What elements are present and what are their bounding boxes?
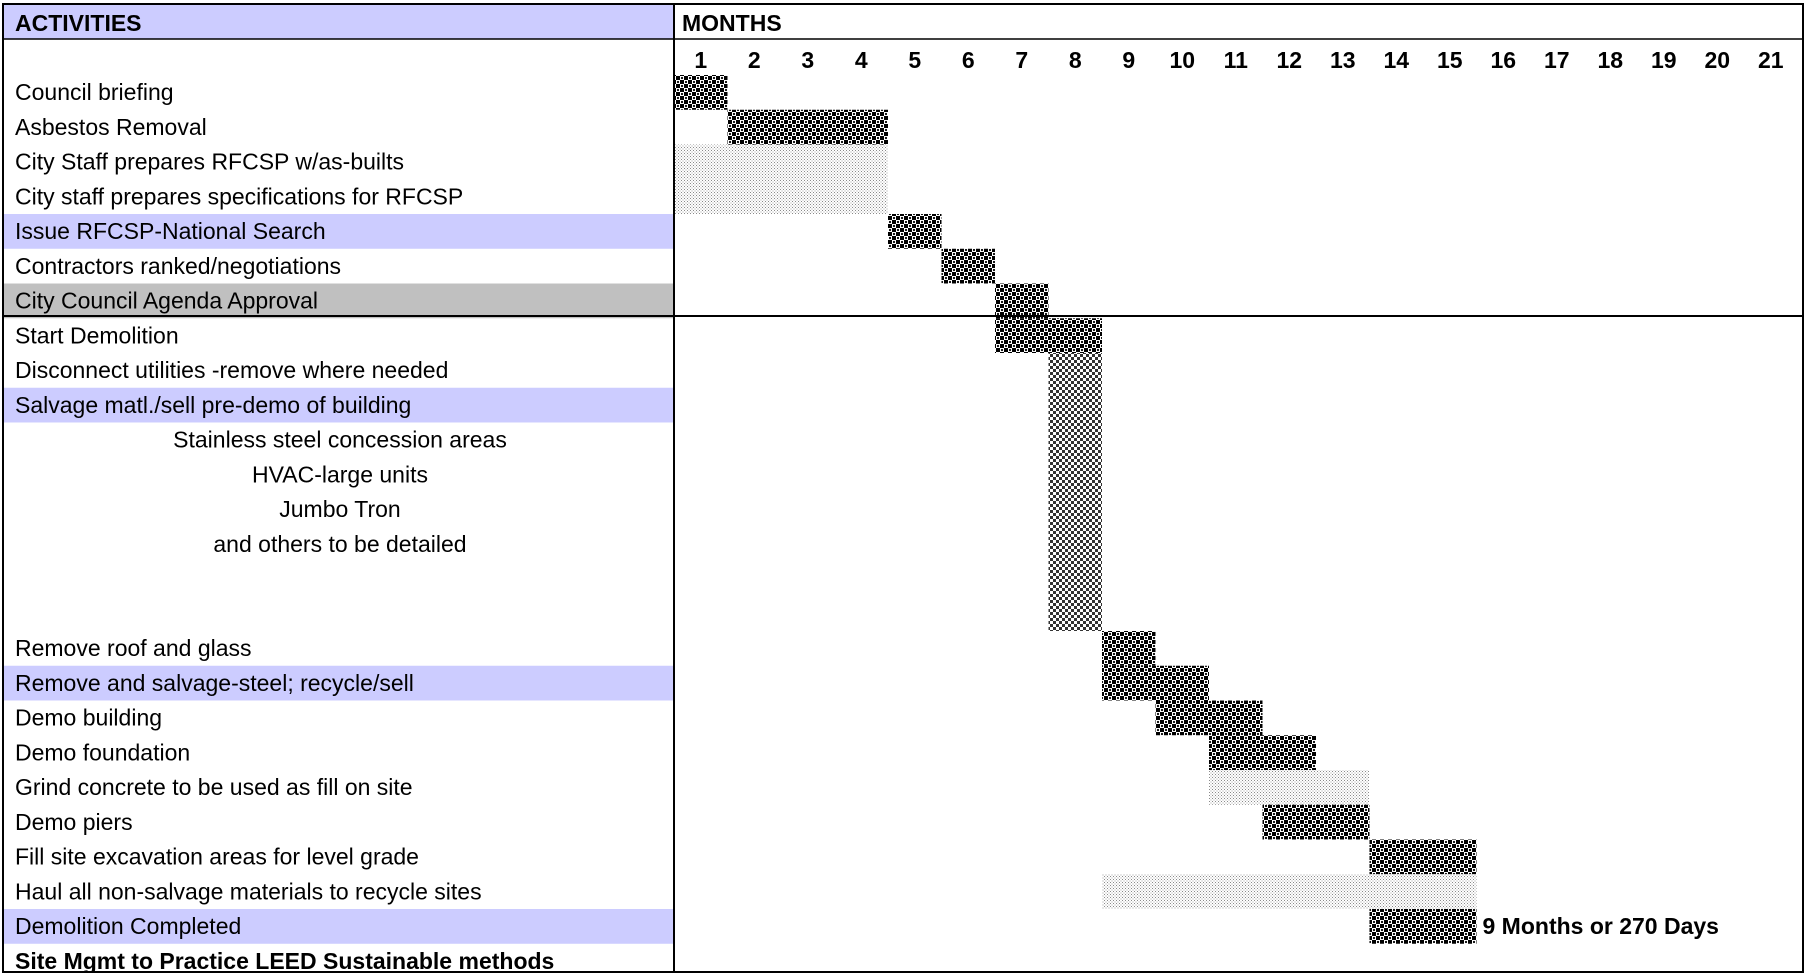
activity-labels: Council briefing Asbestos Removal City Sta… — [15, 79, 554, 973]
row-highlight — [4, 909, 674, 944]
gantt-bar-dark — [995, 318, 1102, 353]
gantt-bar-dark — [727, 109, 888, 145]
month-label: 19 — [1651, 47, 1677, 73]
month-label: 2 — [748, 47, 761, 73]
outer-border — [2, 3, 1804, 973]
months-header: MONTHS — [682, 10, 782, 36]
activity-label: Haul all non-salvage materials to recycl… — [15, 878, 482, 904]
activity-label: Demo building — [15, 705, 162, 731]
gantt-bar-dark — [1102, 631, 1156, 666]
activity-label: Fill site excavation areas for level gra… — [15, 844, 419, 870]
activity-label: City Staff prepares RFCSP w/as-builts — [15, 149, 404, 175]
activity-label: Site Mgmt to Practice LEED Sustainable m… — [15, 948, 554, 973]
activity-label: Council briefing — [15, 79, 174, 105]
activity-label: Grind concrete to be used as fill on sit… — [15, 774, 413, 800]
month-label: 8 — [1069, 47, 1082, 73]
activity-label: Jumbo Tron — [279, 496, 400, 522]
gantt-bar-dark — [1155, 700, 1263, 736]
activity-label: Demolition Completed — [15, 913, 241, 939]
month-labels: 1 2 3 4 5 6 7 8 9 10 11 12 13 14 15 16 17 18 19 20 21 — [694, 47, 1783, 73]
activity-label: Remove roof and glass — [15, 635, 252, 661]
annotations: 9 Months or 270 Days — [1483, 913, 1719, 939]
month-label: 15 — [1437, 47, 1463, 73]
month-label: 21 — [1758, 47, 1784, 73]
row-highlight — [4, 665, 674, 701]
grid-borders — [2, 3, 1804, 973]
activity-label: Stainless steel concession areas — [173, 427, 507, 453]
activity-label: Contractors ranked/negotiations — [15, 253, 341, 279]
gantt-bar-light — [674, 144, 888, 214]
month-label: 10 — [1169, 47, 1195, 73]
activities-header-cell — [4, 5, 674, 39]
gantt-bar-dark — [1262, 804, 1370, 840]
activity-label: and others to be detailed — [213, 531, 466, 557]
gantt-bar-dark — [888, 214, 942, 249]
month-label: 17 — [1544, 47, 1570, 73]
header: ACTIVITIES MONTHS — [4, 5, 782, 39]
row-backgrounds — [4, 214, 674, 944]
month-label: 16 — [1490, 47, 1516, 73]
activity-label: Start Demolition — [15, 322, 179, 348]
row-highlight — [4, 387, 674, 423]
month-label: 11 — [1224, 47, 1249, 73]
gantt-bars — [674, 75, 1477, 944]
gantt-bar-dark — [674, 75, 728, 110]
month-label: 18 — [1597, 47, 1623, 73]
gantt-bar-light — [1209, 770, 1370, 805]
activity-label: Demo piers — [15, 809, 133, 835]
activity-label: City staff prepares specifications for R… — [15, 183, 463, 209]
activities-header: ACTIVITIES — [15, 10, 142, 36]
month-label: 13 — [1330, 47, 1356, 73]
gantt-bar-dark — [1102, 665, 1209, 701]
month-label: 3 — [801, 47, 814, 73]
month-label: 4 — [855, 47, 868, 73]
month-label: 12 — [1276, 47, 1302, 73]
activity-label: City Council Agenda Approval — [15, 288, 318, 314]
gantt-bar-dark — [1209, 735, 1316, 770]
duration-annotation: 9 Months or 270 Days — [1483, 913, 1719, 939]
activity-label: Disconnect utilities -remove where neede… — [15, 357, 448, 383]
activity-label: Asbestos Removal — [15, 114, 207, 140]
month-label: 9 — [1122, 47, 1135, 73]
gantt-bar-dark — [941, 248, 995, 284]
gantt-bar-medium — [1048, 353, 1102, 631]
month-label: 20 — [1704, 47, 1730, 73]
month-label: 14 — [1383, 47, 1409, 73]
month-label: 6 — [962, 47, 975, 73]
row-highlight — [4, 214, 674, 249]
activity-label: Demo foundation — [15, 739, 190, 765]
gantt-bar-dark — [995, 283, 1049, 319]
month-label: 1 — [694, 47, 707, 73]
gantt-bar-light — [1102, 874, 1477, 909]
month-label: 5 — [908, 47, 921, 73]
activity-label: Issue RFCSP-National Search — [15, 218, 326, 244]
activity-label: Salvage matl./sell pre-demo of building — [15, 392, 411, 418]
gantt-bar-dark — [1369, 839, 1477, 875]
gantt-bar-dark — [1369, 909, 1477, 944]
activity-label: HVAC-large units — [252, 461, 428, 487]
activity-label: Remove and salvage-steel; recycle/sell — [15, 670, 414, 696]
row-highlight — [4, 283, 674, 319]
month-label: 7 — [1015, 47, 1028, 73]
